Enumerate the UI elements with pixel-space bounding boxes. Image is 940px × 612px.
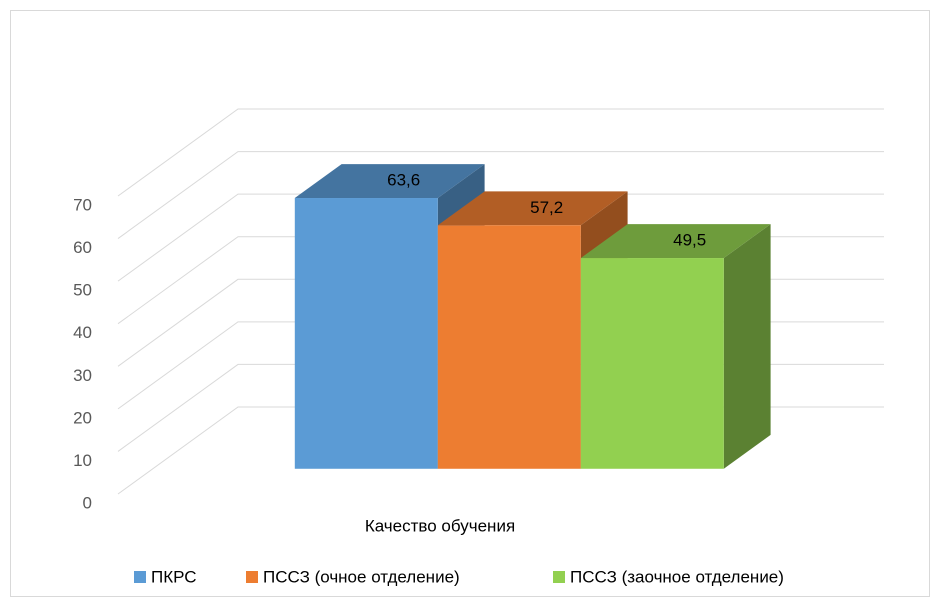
data-label: 57,2	[530, 198, 563, 217]
legend-swatch	[134, 571, 146, 583]
legend-swatch	[553, 571, 565, 583]
bar-front	[437, 225, 581, 469]
legend-label: ПССЗ (заочное отделение)	[570, 567, 784, 586]
y-tick-label: 30	[73, 366, 92, 385]
grid-line	[117, 108, 884, 197]
grid-line	[117, 151, 884, 239]
y-tick-label: 40	[73, 323, 92, 342]
bar-top	[580, 224, 771, 259]
bar-top	[294, 164, 485, 199]
legend-label: ПССЗ (очное отделение)	[263, 567, 460, 586]
x-tick-label: Качество обучения	[365, 516, 515, 535]
data-label: 49,5	[673, 231, 706, 250]
legend-label: ПКРС	[151, 567, 197, 586]
y-tick-label: 70	[73, 195, 92, 214]
data-label: 63,6	[387, 171, 420, 190]
grid-line	[117, 193, 884, 282]
bar-front	[294, 198, 438, 469]
bar-top	[437, 191, 628, 226]
legend-swatch	[246, 571, 258, 583]
y-tick-label: 0	[83, 493, 92, 512]
y-tick-label: 60	[73, 238, 92, 257]
y-tick-label: 50	[73, 281, 92, 300]
y-tick-label: 20	[73, 408, 92, 427]
bar-front	[580, 258, 724, 469]
bar	[580, 224, 771, 469]
bar-side	[723, 224, 771, 469]
y-tick-label: 10	[73, 451, 92, 470]
